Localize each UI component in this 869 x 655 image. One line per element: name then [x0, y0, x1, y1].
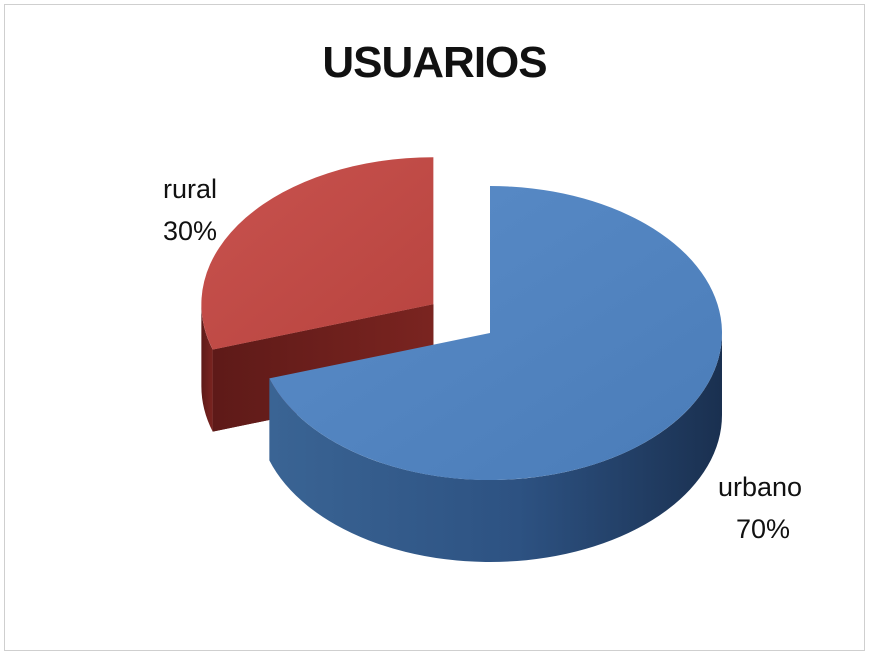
slice-depth-urbano — [269, 333, 722, 562]
slice-depth-rural — [201, 304, 213, 432]
slice-label-rural: rural — [163, 174, 217, 204]
slice-label-urbano: urbano — [718, 472, 802, 502]
slice-urbano — [269, 186, 722, 480]
slice-value-label-rural: 30% — [163, 216, 217, 246]
slice-value-label-urbano: 70% — [736, 514, 790, 544]
slice-rural — [201, 157, 434, 350]
chart-title: USUARIOS — [322, 38, 547, 87]
